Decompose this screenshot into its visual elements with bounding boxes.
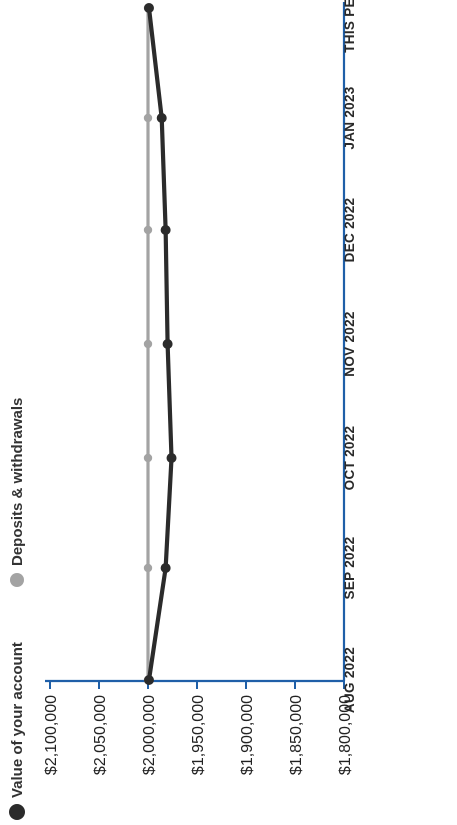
plot-area: AUG 2022 SEP 2022 OCT 2022 NOV 2022 DEC 2022… bbox=[9, 0, 357, 820]
x-tick-label: THIS PERIOD bbox=[342, 0, 357, 53]
x-tick-label: JAN 2023 bbox=[342, 86, 357, 149]
y-tick-label: $1,950,000 bbox=[190, 695, 207, 775]
data-point-account-value bbox=[162, 339, 173, 349]
data-point-deposits bbox=[143, 339, 153, 349]
x-tick-label: NOV 2022 bbox=[342, 311, 357, 376]
data-point-account-value bbox=[143, 3, 154, 13]
x-tick-label: OCT 2022 bbox=[342, 426, 357, 491]
axis-layer bbox=[45, 2, 346, 689]
data-point-account-value bbox=[143, 675, 154, 685]
data-point-account-value bbox=[160, 225, 171, 235]
legend-swatch-deposits bbox=[10, 573, 24, 587]
data-point-deposits bbox=[143, 563, 153, 573]
y-tick-label: $2,000,000 bbox=[141, 695, 158, 775]
legend-label-account-value: Value of your account bbox=[9, 642, 26, 798]
x-tick-label: AUG 2022 bbox=[342, 647, 357, 713]
x-tick-label: DEC 2022 bbox=[342, 198, 357, 263]
data-point-account-value bbox=[166, 453, 177, 463]
y-tick-label: $2,100,000 bbox=[43, 695, 60, 775]
y-tick-label: $2,050,000 bbox=[92, 695, 109, 775]
legend-swatch-account-value bbox=[9, 804, 25, 820]
x-tick-label: SEP 2022 bbox=[342, 537, 357, 600]
legend-label-deposits: Deposits & withdrawals bbox=[9, 398, 26, 566]
legend: Value of your account Deposits & withdra… bbox=[9, 398, 26, 820]
data-point-account-value bbox=[160, 563, 171, 573]
data-point-deposits bbox=[143, 453, 153, 463]
data-point-account-value bbox=[156, 113, 167, 123]
category-labels: AUG 2022 SEP 2022 OCT 2022 NOV 2022 DEC 2022… bbox=[342, 0, 357, 713]
y-axis-tick-labels: $2,100,000 $2,050,000 $2,000,000 $1,950,000… bbox=[43, 695, 354, 775]
series-layer bbox=[143, 3, 177, 685]
data-point-deposits bbox=[143, 113, 153, 123]
data-point-deposits bbox=[143, 225, 153, 235]
y-tick-label: $1,850,000 bbox=[288, 695, 305, 775]
y-tick-label: $1,800,000 bbox=[337, 695, 354, 775]
y-tick-label: $1,900,000 bbox=[239, 695, 256, 775]
